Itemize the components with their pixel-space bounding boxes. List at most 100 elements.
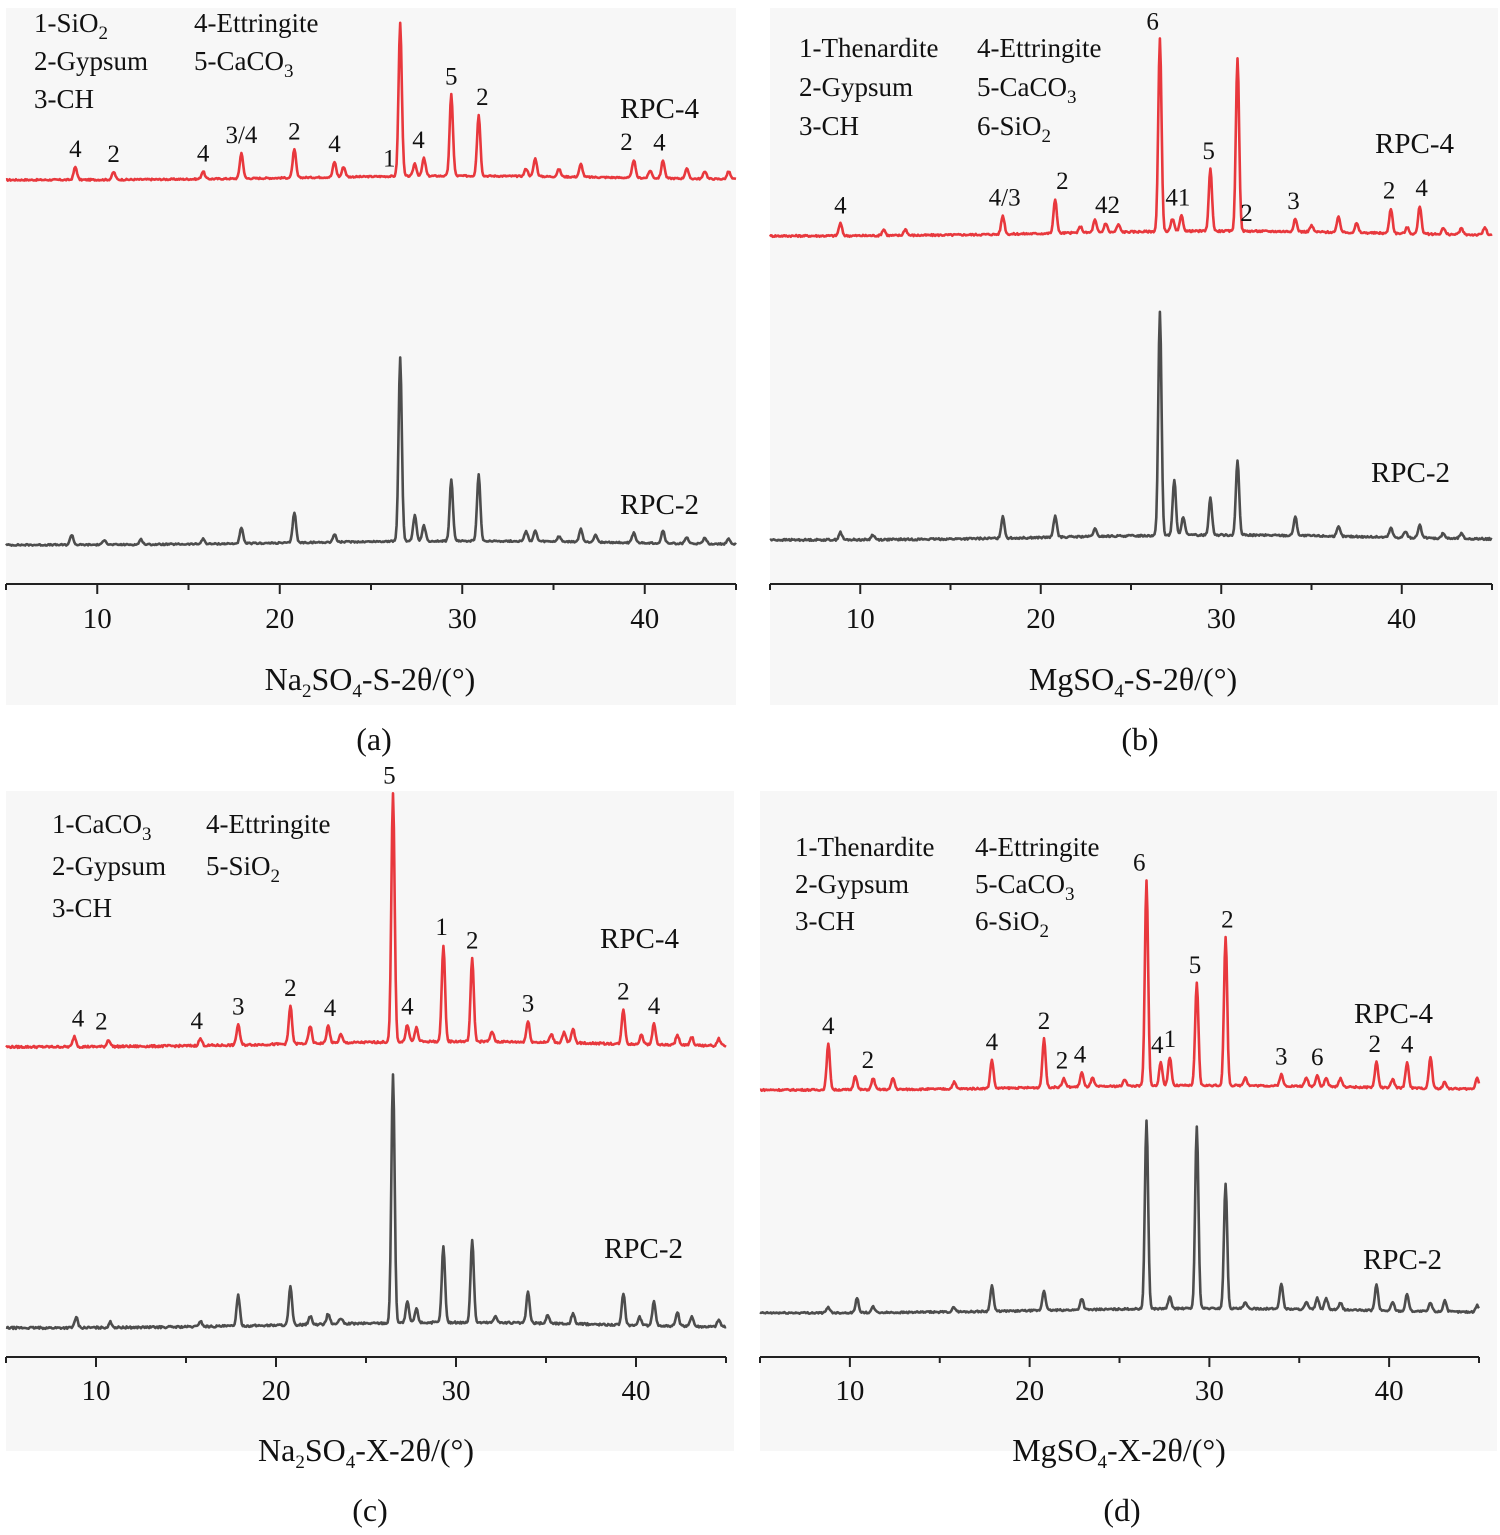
series-line-rpc-2 [5,1073,727,1331]
peak-annotation: 2 [620,129,633,156]
peak-annotation: 3 [1275,1044,1288,1071]
peak-annotation: 4 [1415,175,1428,202]
peak-annotation: 6 [1146,8,1159,35]
legend-entry: 2-Gypsum [795,869,909,899]
x-axis-label: Na2SO4-S-2θ/(°) [265,661,476,702]
legend-entry: 1-Thenardite [795,832,934,862]
xrd-chart-d: 10 20 30 40 MgSO4-X-2θ/(°) (d) 1-Thenardite 2-G… [759,791,1497,1528]
x-axis-label: MgSO4-S-2θ/(°) [1029,661,1237,702]
peak-annotation: 4 [653,129,666,156]
x-tick-label: 30 [1207,603,1236,635]
x-axis-label: Na2SO4-X-2θ/(°) [258,1432,474,1473]
x-tick-label: 40 [1387,603,1416,635]
peak-annotation: 4 [1074,1042,1087,1069]
xrd-chart-b: 10 20 30 40 MgSO4-S-2θ/(°) (b) 1-Thenardite 2-G… [768,8,1498,757]
panel-b: 10 20 30 40 MgSO4-S-2θ/(°) (b) 1-Thenardite 2-G… [765,0,1500,770]
series-label: RPC-2 [604,1233,683,1265]
legend-entry: 6-SiO2 [975,906,1049,942]
peak-annotation: 2 [1240,200,1253,227]
series-line-rpc-4 [759,879,1481,1093]
peak-annotation: 4 [1401,1031,1414,1058]
series-line-rpc-4 [5,792,727,1050]
plot-background [770,8,1498,705]
legend-entry: 5-CaCO3 [977,72,1077,108]
peak-annotation: 2 [466,928,479,955]
legend-entry: 5-SiO2 [206,851,280,887]
peak-annotation: 2 [107,141,120,168]
peak-annotation: 2 [284,975,297,1002]
series-line-rpc-2 [759,1119,1481,1315]
legend-entry: 5-CaCO3 [975,869,1075,905]
panel-c: 10 20 30 40 Na2SO4-X-2θ/(°) (c) 1-CaCO3 2-Gypsu… [0,763,740,1535]
peak-annotation: 4 [197,140,210,167]
peak-annotation: 2 [476,84,489,111]
peak-annotation: 5 [445,63,458,90]
legend-entry: 5-CaCO3 [194,46,294,82]
peak-annotation: 1 [383,145,396,172]
x-tick-label: 40 [1375,1375,1404,1407]
peak-annotation: 4 [69,136,82,163]
legend-entry: 4-Ettringite [194,8,318,38]
xrd-chart-a: 10 20 30 40 Na2SO4-S-2θ/(°) (a) 1-SiO22-Gypsum… [5,8,737,757]
legend-entry: 4-Ettringite [977,33,1101,63]
peak-annotation: 4 [822,1013,835,1040]
x-tick-label: 10 [83,603,112,635]
legend-entry: 3-CH [799,111,859,141]
peak-annotation: 2 [1056,1048,1069,1075]
peak-annotation: 4 [834,192,847,219]
series-label: RPC-4 [1375,128,1454,160]
legend-entry: 4-Ettringite [975,832,1099,862]
legend-entry: 1-CaCO3 [52,809,152,845]
x-tick-label: 10 [846,603,875,635]
peak-annotation: 2 [1038,1008,1051,1035]
panel-caption: (a) [356,721,392,757]
peak-annotation: 4 [72,1005,85,1032]
peak-annotation: 1 [435,914,448,941]
peak-annotation: 3 [232,993,245,1020]
x-tick-label: 20 [262,1375,291,1407]
peak-annotation: 5 [1202,138,1215,165]
series-label: RPC-2 [1363,1244,1442,1276]
peak-annotation: 2 [1383,177,1396,204]
x-tick-label: 20 [265,603,294,635]
peak-annotation: 1 [1164,1026,1177,1053]
peak-annotation: 3 [522,990,535,1017]
panel-caption: (d) [1103,1492,1140,1528]
panel-d: 10 20 30 40 MgSO4-X-2θ/(°) (d) 1-Thenardite 2-G… [757,783,1500,1535]
peak-annotation: 4 [328,131,341,158]
peak-annotation: 2 [862,1047,875,1074]
x-tick-label: 30 [1195,1375,1224,1407]
x-axis-label: MgSO4-X-2θ/(°) [1012,1432,1226,1473]
series-label: RPC-4 [620,93,699,125]
x-tick-label: 20 [1026,603,1055,635]
x-tick-label: 10 [82,1375,111,1407]
series-label: RPC-2 [620,489,699,521]
series-line-rpc-4 [768,37,1493,239]
peak-annotation: 2 [617,978,630,1005]
peak-annotation: 2 [288,119,301,146]
legend-entry: 1-SiO2 [34,8,108,44]
peak-annotation: 4 [401,994,414,1021]
legend-entry: 6-SiO2 [977,111,1051,147]
x-tick-label: 30 [448,603,477,635]
x-tick-label: 10 [835,1375,864,1407]
peak-annotation: 2 [95,1009,108,1036]
peak-annotation: 2 [1221,906,1234,933]
series-line-rpc-2 [5,356,737,547]
xrd-chart-c: 10 20 30 40 Na2SO4-X-2θ/(°) (c) 1-CaCO3 2-Gypsu… [5,763,734,1528]
peak-annotation: 5 [383,763,396,790]
peak-annotation: 3/4 [225,122,257,149]
x-tick-label: 40 [630,603,659,635]
peak-annotation: 2 [1056,168,1069,195]
peak-annotation: 5 [1189,952,1202,979]
series-label: RPC-4 [1354,998,1433,1030]
peak-annotation: 4 [412,127,425,154]
panel-caption: (b) [1121,721,1158,757]
peak-annotation: 4 [1151,1032,1164,1059]
peak-annotation: 42 [1095,192,1120,219]
legend-entry: 2-Gypsum [799,72,913,102]
legend-entry: 1-Thenardite [799,33,938,63]
peak-annotation: 3 [1287,188,1300,215]
legend-entry: 3-CH [795,906,855,936]
panel-a: 10 20 30 40 Na2SO4-S-2θ/(°) (a) 1-SiO2 2-Gypsum… [0,0,740,770]
